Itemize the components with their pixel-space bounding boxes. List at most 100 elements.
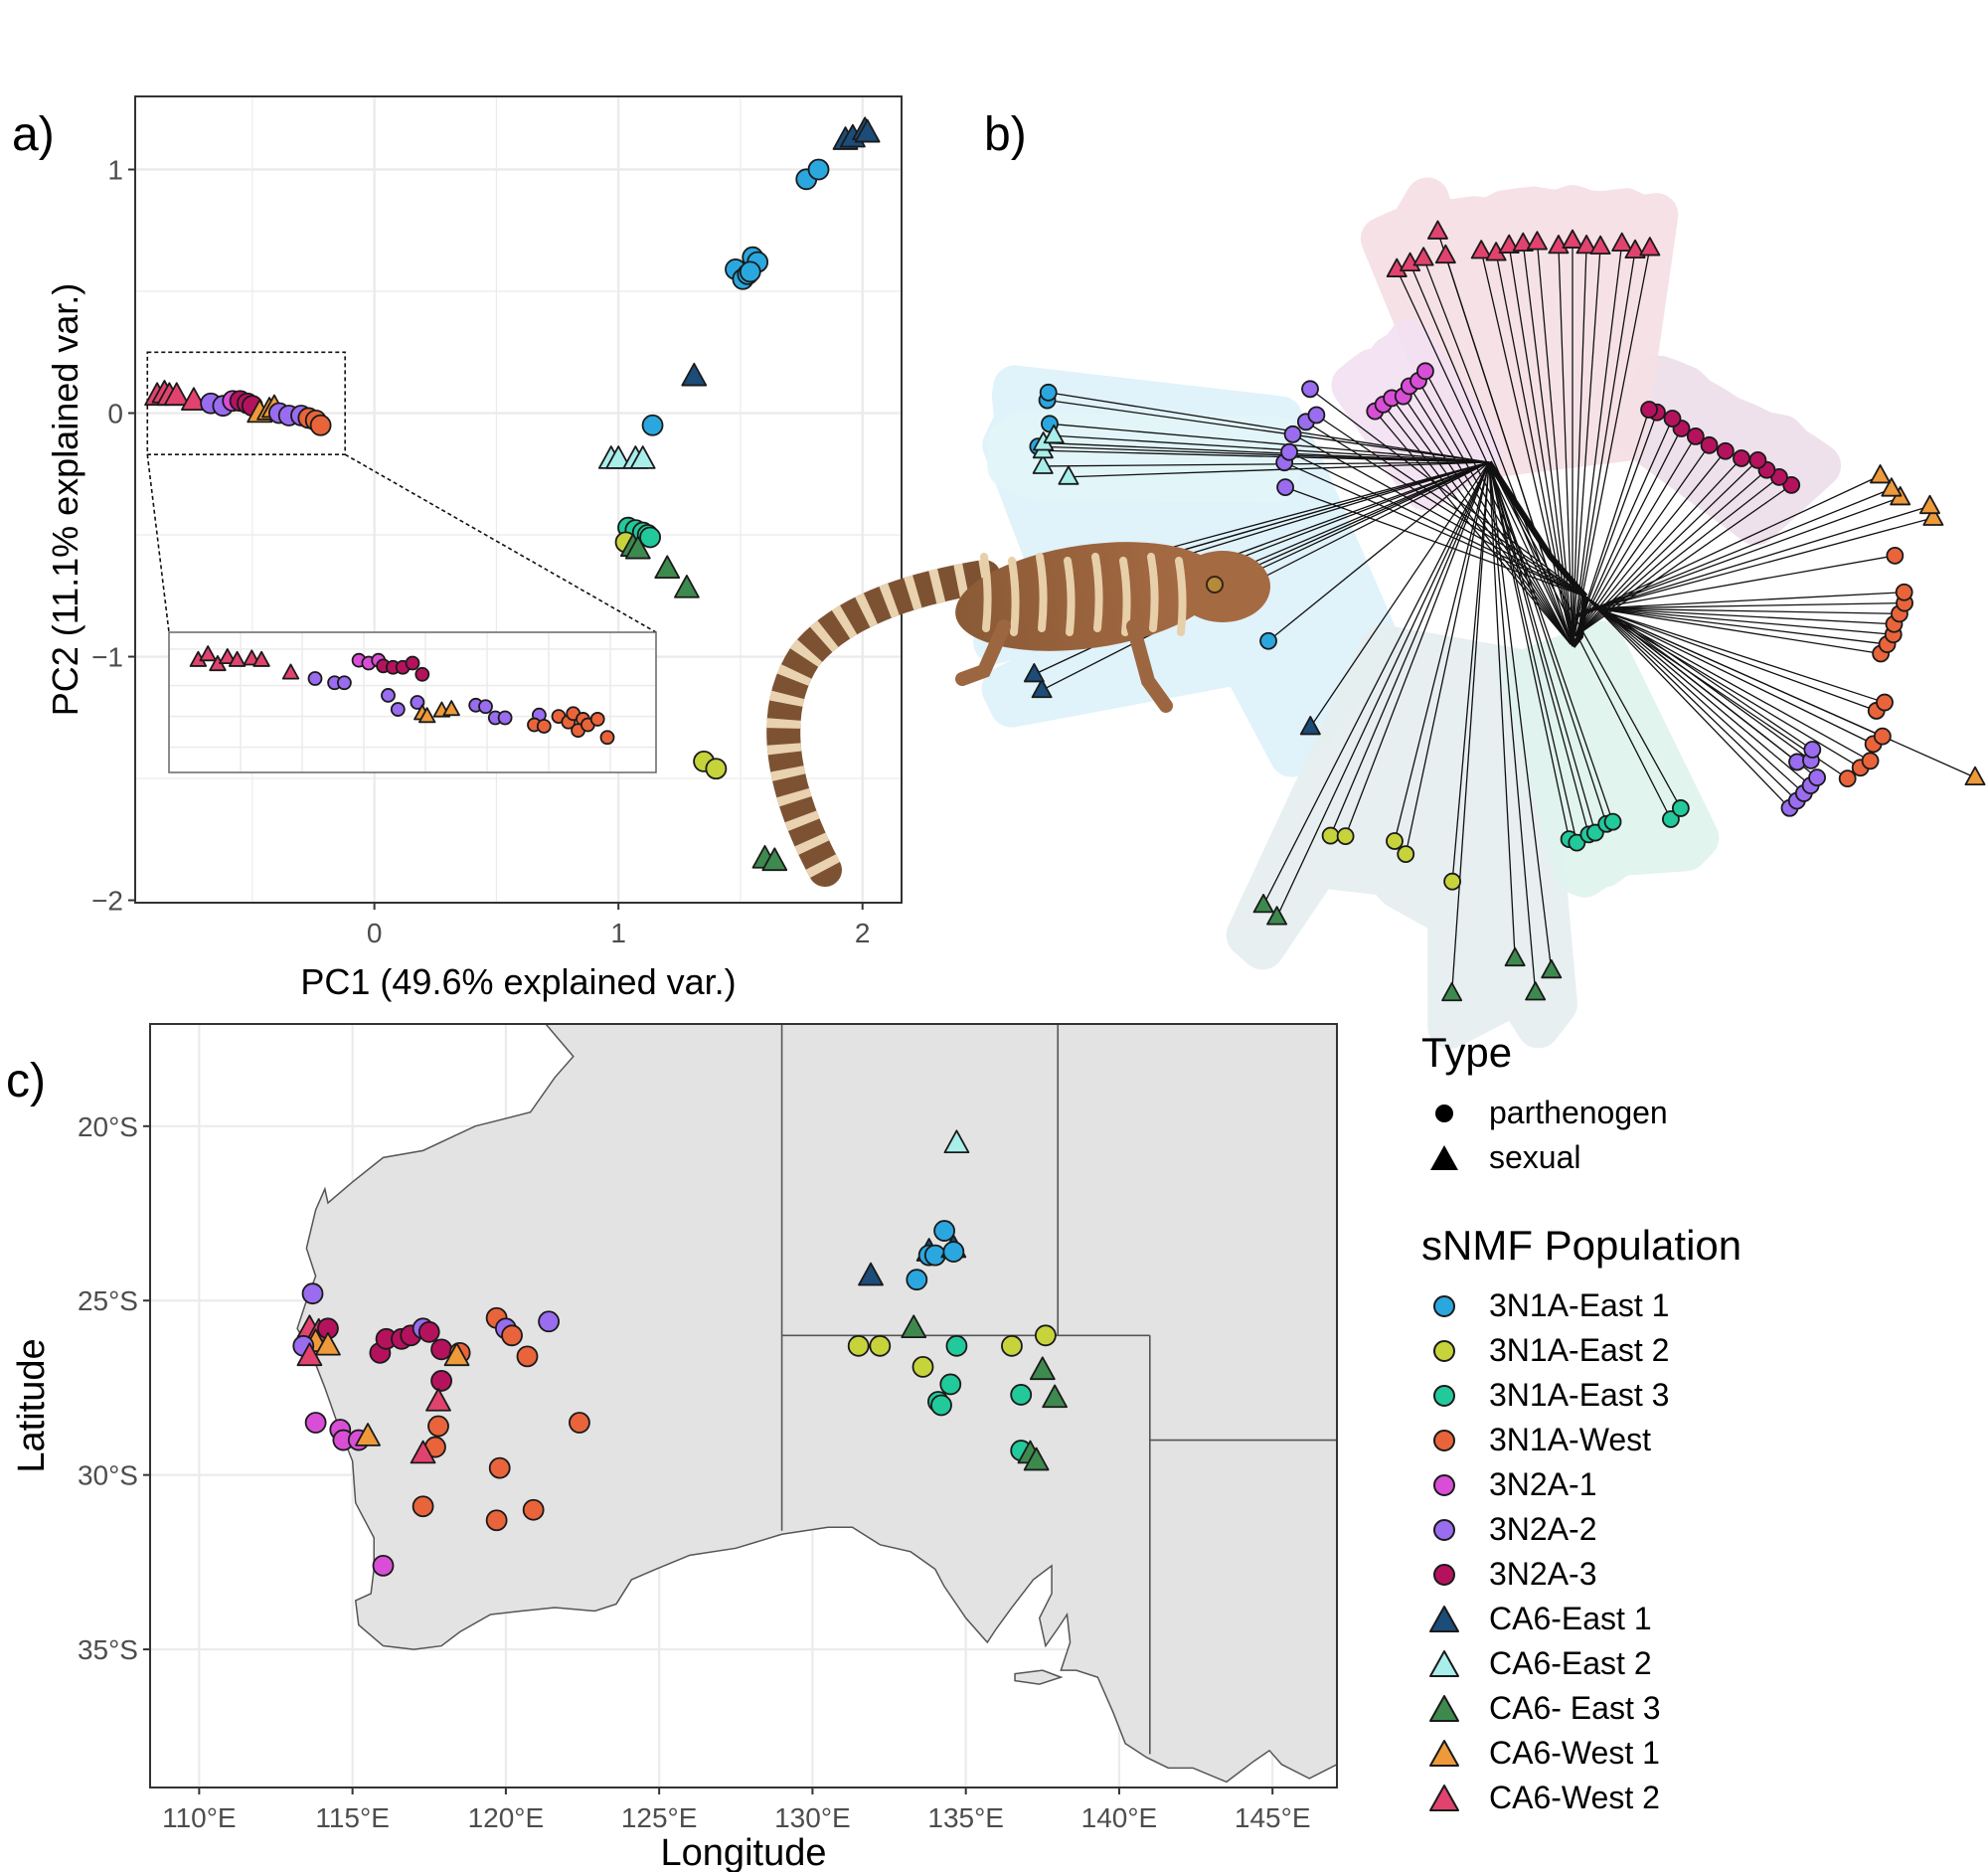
tree-branch	[1403, 396, 1572, 645]
gecko-leg	[1126, 619, 1173, 713]
marker-3n1a-east3	[1671, 799, 1690, 817]
pca-ylabel: PC2 (11.1% explained var.)	[45, 283, 85, 717]
tree-branch	[1572, 243, 1623, 647]
marker-3n1a-east2	[911, 1355, 934, 1378]
tree-branch	[1488, 461, 1614, 822]
marker-3n2a-2	[1276, 478, 1294, 497]
marker-ca6-west2	[1548, 235, 1570, 255]
marker-3n1a-east1	[933, 1220, 955, 1242]
legend-population-item: 3N1A-East 2	[1421, 1328, 1978, 1373]
marker-ca6-east3	[674, 575, 700, 598]
map-xtick-label: 110°E	[162, 1802, 237, 1833]
marker-3n1a-west	[501, 1324, 523, 1347]
pca-zoom-region	[146, 351, 346, 455]
gecko-stripe	[1175, 557, 1187, 636]
map-xtick-label: 125°E	[621, 1802, 698, 1833]
legend: Type parthenogen sexual sNMF Population 3…	[1421, 1029, 1978, 1820]
tree-branch	[1536, 242, 1574, 647]
marker-3n1a-east1	[1039, 383, 1058, 402]
tree-branch	[1594, 607, 1900, 614]
tree-branch	[1574, 484, 1792, 637]
marker-3n1a-east3	[1010, 1384, 1033, 1406]
circle-icon	[1433, 1518, 1455, 1541]
tree-branch	[1288, 451, 1586, 597]
tree-branch	[1329, 461, 1490, 836]
marker-ca6-west1	[315, 1331, 341, 1356]
map-frame	[149, 1023, 1338, 1788]
marker-ca6-east1	[1299, 716, 1321, 736]
gecko-stripe	[1036, 553, 1048, 632]
marker-ca6-east3	[1266, 906, 1288, 926]
map-xtick-label: 120°E	[468, 1802, 545, 1833]
marker-3n1a-west	[309, 414, 332, 436]
marker-3n1a-east2	[1001, 1334, 1023, 1357]
legend-type-title: Type	[1421, 1029, 1513, 1076]
map-xtick-label: 145°E	[1235, 1802, 1311, 1833]
gecko-photo	[766, 542, 1270, 887]
circle-icon	[1433, 1429, 1455, 1451]
marker-3n1a-east2	[1397, 845, 1415, 863]
marker-ca6-west2	[199, 645, 217, 662]
marker-ca6-west2	[281, 663, 300, 680]
marker-ca6-east1	[681, 362, 708, 387]
marker-ca6-west2	[425, 1388, 451, 1412]
marker-3n1a-east1	[1259, 631, 1277, 650]
tree-branch	[1594, 474, 1881, 609]
legend-label: 3N1A-West	[1489, 1422, 1652, 1457]
pca-ytick-label: 1	[107, 155, 123, 186]
marker-3n1a-west	[599, 730, 615, 746]
tree-branch	[1383, 404, 1572, 645]
marker-3n2a-3	[1748, 450, 1767, 469]
gecko-stripe	[980, 553, 992, 632]
marker-3n1a-east3	[939, 1373, 962, 1396]
legend-label: 3N2A-3	[1489, 1556, 1597, 1592]
tree-branch	[1574, 469, 1767, 637]
tree-branch	[1048, 392, 1490, 463]
marker-3n1a-west	[485, 1509, 508, 1532]
tree-branch	[1594, 592, 1905, 609]
legend-label: sexual	[1489, 1139, 1581, 1175]
marker-3n2a-3	[1782, 475, 1801, 494]
panel-a-label: a)	[12, 108, 55, 161]
marker-3n1a-east3	[930, 1394, 952, 1417]
marker-ca6-east2	[1032, 454, 1054, 474]
marker-3n1a-west	[1886, 546, 1905, 565]
circle-icon	[1435, 1104, 1453, 1122]
pca-xtick-label: 1	[610, 918, 626, 948]
marker-ca6-east3	[761, 847, 788, 872]
marker-ca6-west2	[1412, 247, 1434, 266]
legend-population-item: CA6-East 1	[1421, 1597, 1978, 1641]
marker-3n1a-east3	[1662, 810, 1680, 828]
pca-ytick-label: 0	[107, 399, 123, 429]
marker-ca6-west2	[228, 650, 247, 667]
tree-branch	[1594, 607, 1888, 645]
legend-label: 3N1A-East 1	[1489, 1287, 1670, 1323]
pca-ytick-label: −1	[91, 642, 123, 673]
map-xtick-label: 115°E	[315, 1802, 390, 1833]
marker-3n1a-west	[522, 1498, 545, 1521]
marker-3n1a-west	[488, 1456, 511, 1479]
marker-3n2a-2	[1301, 380, 1319, 399]
tree-branch	[1574, 409, 1650, 637]
marker-ca6-east3	[1525, 981, 1547, 1001]
marker-ca6-east2	[1058, 465, 1079, 485]
marker-ca6-west2	[1575, 235, 1597, 255]
marker-3n2a-3	[1663, 410, 1682, 427]
tree-branch	[1594, 607, 1894, 635]
legend-population-item: 3N2A-1	[1421, 1462, 1978, 1507]
tree-branch	[1422, 257, 1574, 647]
marker-3n2a-2	[1283, 425, 1302, 443]
tree-branch	[1572, 248, 1651, 647]
marker-3n1a-east1	[906, 1269, 928, 1291]
circle-icon	[1433, 1473, 1455, 1496]
tree-branch	[1283, 461, 1586, 597]
tree-branch	[1594, 555, 1896, 609]
marker-ca6-east2	[629, 445, 656, 469]
clade-hull	[1331, 319, 1503, 511]
marker-3n1a-east1	[641, 414, 664, 436]
tree-branch	[1594, 607, 1886, 704]
tree-backbone	[1486, 460, 1588, 598]
gecko-leg	[955, 619, 1011, 686]
marker-3n1a-west	[412, 1495, 434, 1518]
marker-ca6-east1	[1031, 678, 1053, 699]
